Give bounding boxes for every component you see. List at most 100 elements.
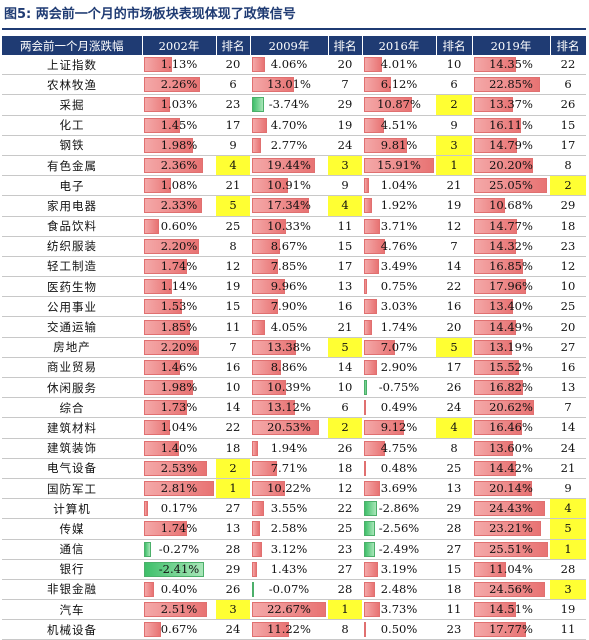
- return-cell-inner: -0.75%: [362, 378, 436, 397]
- data-bar: [144, 299, 183, 315]
- return-cell-inner: 13.38%: [250, 338, 328, 357]
- return-cell: 1.14%: [142, 276, 216, 298]
- table-row: 上证指数 1.13% 20 4.06% 20 4.01% 10 14.35% 22: [2, 55, 586, 76]
- return-value: 0.60%: [160, 218, 198, 233]
- data-bar: [364, 521, 376, 537]
- rank-value: 1: [564, 541, 572, 556]
- return-cell-inner: 24.56%: [472, 580, 550, 599]
- rank-cell: 9: [550, 478, 586, 500]
- sector-name: 建筑材料: [2, 417, 142, 439]
- rank-cell: 22: [436, 276, 472, 298]
- rank-cell: 27: [436, 539, 472, 560]
- return-cell-inner: 13.01%: [250, 75, 328, 94]
- rank-value: 2: [450, 97, 458, 112]
- rank-value: 13: [560, 380, 576, 395]
- rank-value: 19: [446, 198, 462, 213]
- return-cell-inner: 0.17%: [142, 499, 216, 518]
- rank-cell: 20: [216, 55, 250, 76]
- return-value: 10.22%: [267, 481, 311, 496]
- data-bar: [364, 359, 377, 375]
- return-cell-inner: 0.60%: [142, 217, 216, 236]
- rank-value: 10: [225, 380, 241, 395]
- return-cell: 1.74%: [362, 316, 436, 338]
- data-bar: [144, 178, 171, 194]
- rank-value: 2: [229, 460, 237, 475]
- return-cell-inner: 2.58%: [250, 519, 328, 538]
- return-cell-inner: 1.13%: [142, 55, 216, 74]
- data-bar: [364, 97, 412, 113]
- return-value: 1.74%: [380, 319, 418, 334]
- data-bar: [144, 561, 205, 577]
- header-2009: 2009年: [250, 36, 329, 55]
- return-cell-inner: 1.08%: [142, 176, 216, 195]
- sector-name: 农林牧渔: [2, 74, 142, 96]
- return-cell: -0.07%: [250, 579, 328, 601]
- return-value: 16.82%: [489, 380, 533, 395]
- data-bar: [252, 581, 254, 597]
- rank-value: 11: [225, 319, 241, 334]
- return-value: 16.85%: [489, 258, 533, 273]
- return-cell-inner: 0.40%: [142, 580, 216, 599]
- return-cell-inner: 4.01%: [362, 55, 436, 74]
- rank-cell: 7: [216, 337, 250, 358]
- data-bar: [144, 198, 203, 214]
- data-bar: [364, 258, 380, 274]
- return-value: -2.41%: [158, 561, 200, 576]
- return-cell-inner: 16.46%: [472, 418, 550, 437]
- rank-cell: 19: [550, 599, 586, 621]
- data-bar: [364, 77, 391, 93]
- rank-cell: 13: [436, 478, 472, 500]
- return-value: 3.71%: [380, 218, 418, 233]
- data-bar: [364, 460, 367, 476]
- return-value: -3.74%: [268, 97, 310, 112]
- return-cell: 2.48%: [362, 579, 436, 601]
- return-cell: 15.52%: [472, 357, 550, 379]
- return-value: 24.43%: [489, 501, 533, 516]
- return-value: 13.37%: [489, 97, 533, 112]
- figure-label: 图5:: [4, 7, 32, 22]
- data-bar: [364, 339, 396, 355]
- return-cell: 20.53%: [250, 417, 328, 439]
- return-value: 7.90%: [270, 299, 308, 314]
- return-cell: 13.60%: [472, 438, 550, 459]
- rank-value: 25: [225, 218, 241, 233]
- data-bar: [364, 602, 381, 618]
- return-value: 1.43%: [270, 561, 308, 576]
- header-rank-2009: 排名: [328, 36, 363, 55]
- return-value: 22.67%: [267, 602, 311, 617]
- rank-value: 29: [225, 561, 241, 576]
- return-cell-inner: 19.44%: [250, 156, 328, 175]
- data-bar: [364, 380, 368, 396]
- return-cell: 1.53%: [142, 296, 216, 318]
- return-cell-inner: 8.86%: [250, 358, 328, 377]
- return-cell: 10.91%: [250, 175, 328, 197]
- return-value: 8.67%: [270, 238, 308, 253]
- data-bar: [144, 137, 194, 153]
- table-row: 家用电器 2.33% 5 17.34% 4 1.92% 19 10.68% 29: [2, 195, 586, 217]
- return-cell-inner: 15.91%: [362, 156, 436, 175]
- sector-performance-table: 两会前一个月涨跌幅 2002年 排名 2009年 排名 2016年 排名 201…: [2, 36, 587, 640]
- rank-cell: 21: [328, 316, 362, 338]
- data-bar: [144, 258, 188, 274]
- data-bar: [364, 238, 385, 254]
- return-cell-inner: 0.50%: [362, 620, 436, 639]
- data-bar: [474, 158, 533, 174]
- return-cell: 22.85%: [472, 74, 550, 96]
- return-value: 2.20%: [160, 238, 198, 253]
- rank-value: 16: [560, 359, 576, 374]
- return-cell-inner: 13.40%: [472, 297, 550, 316]
- return-value: 2.90%: [380, 359, 418, 374]
- data-bar: [252, 481, 286, 497]
- return-cell: 4.06%: [250, 55, 328, 76]
- rank-value: 16: [337, 299, 353, 314]
- rank-value: 9: [229, 137, 237, 152]
- return-cell-inner: 10.22%: [250, 479, 328, 498]
- return-cell-inner: 4.70%: [250, 116, 328, 135]
- return-cell: 2.58%: [250, 518, 328, 540]
- return-value: -2.49%: [378, 541, 420, 556]
- return-cell: 10.33%: [250, 216, 328, 237]
- data-bar: [364, 57, 382, 73]
- sector-name: 采掘: [2, 94, 142, 116]
- return-value: 2.20%: [160, 339, 198, 354]
- return-cell: 16.46%: [472, 417, 550, 439]
